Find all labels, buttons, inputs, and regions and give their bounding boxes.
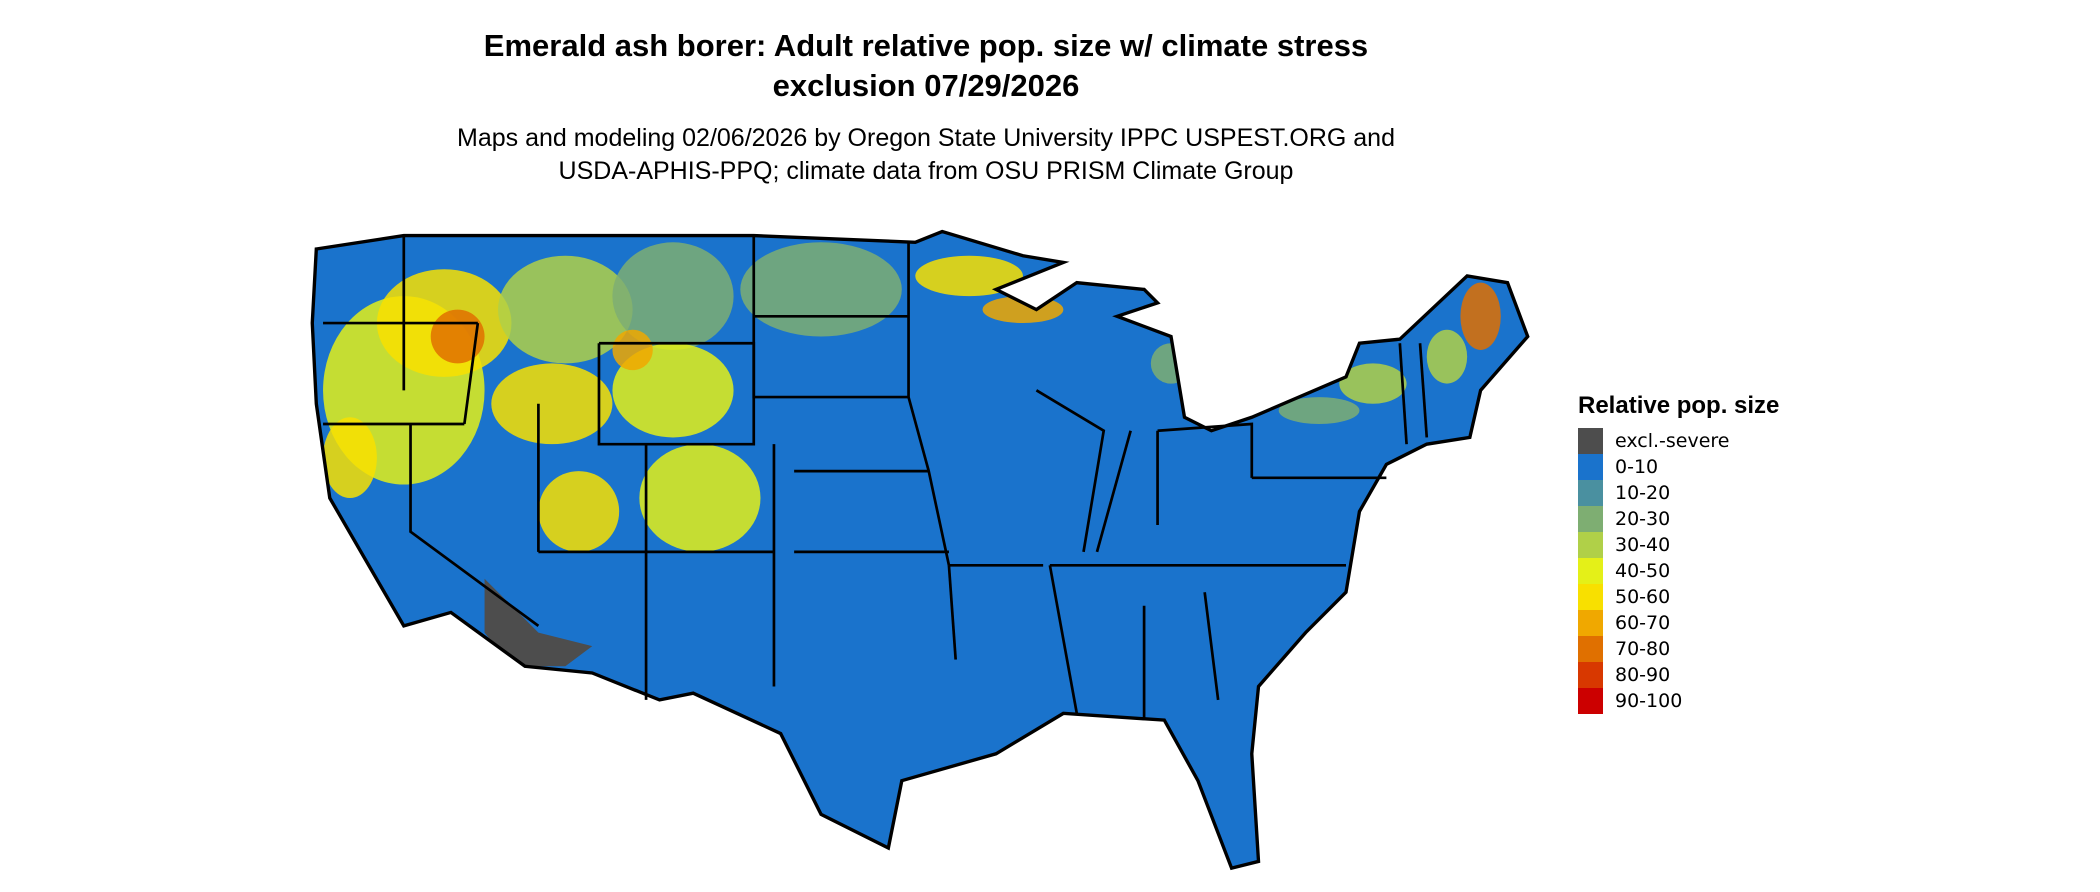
- legend-swatch: [1578, 558, 1603, 584]
- legend-item: 30-40: [1578, 532, 1779, 558]
- legend-swatch: [1578, 662, 1603, 688]
- title-line-1: Emerald ash borer: Adult relative pop. s…: [483, 28, 1369, 63]
- legend-item: excl.-severe: [1578, 428, 1779, 454]
- suitability-patch: [491, 363, 613, 445]
- state-border: [1398, 343, 1408, 445]
- state-border: [1048, 565, 1079, 714]
- suitability-patch: [538, 471, 620, 552]
- legend-label: 70-80: [1615, 638, 1671, 660]
- suitability-patch: [915, 255, 1023, 297]
- suitability-patch: [612, 242, 734, 350]
- legend-item: 80-90: [1578, 662, 1779, 688]
- legend-swatch: [1578, 454, 1603, 480]
- state-border: [1418, 343, 1429, 438]
- suitability-patch: [740, 242, 902, 337]
- state-border: [1095, 430, 1132, 553]
- legend-item: 10-20: [1578, 480, 1779, 506]
- legend-label: 90-100: [1615, 690, 1683, 712]
- suitability-patch: [1339, 363, 1407, 404]
- legend-label: 30-40: [1615, 534, 1671, 556]
- legend-item: 90-100: [1578, 688, 1779, 714]
- legend-item: 60-70: [1578, 610, 1779, 636]
- state-border: [1157, 422, 1254, 478]
- legend-swatch: [1578, 584, 1603, 610]
- legend-item: 50-60: [1578, 584, 1779, 610]
- state-border: [597, 341, 756, 446]
- legend-label: 40-50: [1615, 560, 1671, 582]
- suitability-patch: [498, 255, 633, 364]
- legend-item: 0-10: [1578, 454, 1779, 480]
- suitability-patch: [1460, 282, 1501, 350]
- state-border: [947, 565, 958, 660]
- legend-swatch: [1578, 428, 1603, 454]
- legend-swatch: [1578, 688, 1603, 714]
- subtitle-line-1: Maps and modeling 02/06/2026 by Oregon S…: [457, 124, 1395, 152]
- state-border: [409, 423, 540, 627]
- legend-label: 80-90: [1615, 664, 1671, 686]
- legend-label: 50-60: [1615, 586, 1671, 608]
- legend-swatch: [1578, 506, 1603, 532]
- suitability-patch: [612, 329, 653, 371]
- legend-swatch: [1578, 636, 1603, 662]
- legend-title: Relative pop. size: [1578, 392, 1780, 419]
- legend-label: 60-70: [1615, 612, 1671, 634]
- legend-swatch: [1578, 610, 1603, 636]
- suitability-patch: [1150, 343, 1192, 384]
- state-border: [1203, 592, 1220, 701]
- legend-label: 10-20: [1615, 482, 1671, 504]
- state-border: [1035, 389, 1106, 553]
- legend-swatch: [1578, 532, 1603, 558]
- suitability-patch: [639, 444, 761, 552]
- legend-item: 20-30: [1578, 506, 1779, 532]
- legend-item: 70-80: [1578, 636, 1779, 662]
- state-borders: [323, 235, 1429, 721]
- us-outline: [310, 229, 1530, 871]
- legend: Relative pop. size excl.-severe 0-10 10-20…: [1578, 392, 1779, 714]
- legend-label: 20-30: [1615, 508, 1671, 530]
- excluded-area: [484, 578, 593, 667]
- legend-label: 0-10: [1615, 456, 1659, 478]
- state-border: [907, 242, 951, 566]
- state-border: [752, 235, 909, 399]
- suitability-patch: [1426, 329, 1468, 384]
- suitability-patch: [323, 417, 377, 499]
- title-line-2: exclusion 07/29/2026: [772, 68, 1080, 103]
- legend-item: 40-50: [1578, 558, 1779, 584]
- subtitle-line-2: USDA-APHIS-PPQ; climate data from OSU PR…: [558, 157, 1294, 185]
- legend-label: excl.-severe: [1615, 430, 1730, 452]
- suitability-patch: [1278, 397, 1360, 424]
- state-border: [463, 322, 480, 425]
- legend-swatch: [1578, 480, 1603, 506]
